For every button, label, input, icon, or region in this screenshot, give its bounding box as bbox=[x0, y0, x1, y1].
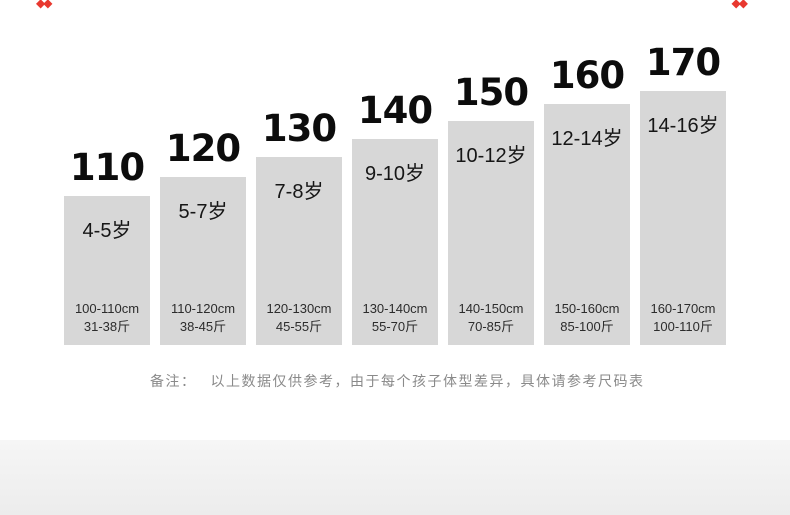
size-bar: 12-14岁 150-160cm 85-100斤 bbox=[544, 104, 630, 345]
size-column-170: 170 14-16岁 160-170cm 100-110斤 bbox=[640, 44, 726, 345]
size-bar: 10-12岁 140-150cm 70-85斤 bbox=[448, 121, 534, 345]
height-range-label: 140-150cm bbox=[458, 300, 524, 316]
bottom-gray-band bbox=[0, 440, 790, 515]
weight-range-label: 31-38斤 bbox=[83, 318, 131, 334]
weight-range-label: 85-100斤 bbox=[560, 318, 614, 334]
size-column-130: 130 7-8岁 120-130cm 45-55斤 bbox=[256, 110, 342, 345]
weight-range-label: 38-45斤 bbox=[179, 318, 227, 334]
age-range-label: 7-8岁 bbox=[274, 181, 324, 203]
size-bar: 9-10岁 130-140cm 55-70斤 bbox=[352, 139, 438, 345]
red-corner-mark-icon: ◆◆ bbox=[731, 0, 749, 10]
size-bar-chart: 110 4-5岁 100-110cm 31-38斤 120 5-7岁 110-1… bbox=[64, 0, 726, 345]
height-weight-range: 130-140cm 55-70斤 bbox=[352, 300, 438, 336]
height-range-label: 150-160cm bbox=[554, 300, 620, 316]
height-weight-range: 110-120cm 38-45斤 bbox=[160, 300, 246, 336]
age-range-label: 10-12岁 bbox=[455, 145, 527, 167]
weight-range-label: 55-70斤 bbox=[371, 318, 419, 334]
weight-range-label: 70-85斤 bbox=[467, 318, 515, 334]
size-bar: 4-5岁 100-110cm 31-38斤 bbox=[64, 196, 150, 345]
size-number: 150 bbox=[453, 71, 529, 114]
size-bar: 14-16岁 160-170cm 100-110斤 bbox=[640, 91, 726, 345]
height-weight-range: 100-110cm 31-38斤 bbox=[64, 300, 150, 336]
size-column-150: 150 10-12岁 140-150cm 70-85斤 bbox=[448, 74, 534, 345]
age-range-label: 14-16岁 bbox=[647, 115, 719, 137]
age-range-label: 12-14岁 bbox=[551, 128, 623, 150]
age-range-label: 9-10岁 bbox=[364, 163, 426, 185]
height-weight-range: 140-150cm 70-85斤 bbox=[448, 300, 534, 336]
footnote-label: 备注： bbox=[150, 373, 197, 389]
height-weight-range: 160-170cm 100-110斤 bbox=[640, 300, 726, 336]
footnote: 备注： 以上数据仅供参考，由于每个孩子体型差异，具体请参考尺码表 bbox=[150, 371, 645, 391]
height-range-label: 100-110cm bbox=[74, 300, 140, 316]
size-number: 120 bbox=[165, 127, 241, 170]
weight-range-label: 100-110斤 bbox=[653, 318, 713, 334]
weight-range-label: 45-55斤 bbox=[275, 318, 323, 334]
red-corner-mark-icon: ◆◆ bbox=[36, 0, 53, 10]
size-bar: 5-7岁 110-120cm 38-45斤 bbox=[160, 177, 246, 345]
age-range-label: 4-5岁 bbox=[82, 220, 132, 242]
size-column-120: 120 5-7岁 110-120cm 38-45斤 bbox=[160, 130, 246, 345]
size-number: 140 bbox=[357, 89, 433, 132]
size-bar: 7-8岁 120-130cm 45-55斤 bbox=[256, 157, 342, 345]
height-weight-range: 120-130cm 45-55斤 bbox=[256, 300, 342, 336]
size-column-140: 140 9-10岁 130-140cm 55-70斤 bbox=[352, 92, 438, 345]
footnote-text: 以上数据仅供参考，由于每个孩子体型差异，具体请参考尺码表 bbox=[210, 373, 645, 389]
height-range-label: 130-140cm bbox=[362, 300, 428, 316]
height-range-label: 160-170cm bbox=[650, 300, 716, 316]
size-number: 130 bbox=[261, 107, 337, 150]
height-range-label: 110-120cm bbox=[170, 300, 236, 316]
size-column-110: 110 4-5岁 100-110cm 31-38斤 bbox=[64, 149, 150, 345]
height-weight-range: 150-160cm 85-100斤 bbox=[544, 300, 630, 336]
age-range-label: 5-7岁 bbox=[178, 201, 228, 223]
size-number: 160 bbox=[549, 54, 625, 97]
height-range-label: 120-130cm bbox=[266, 300, 332, 316]
size-number: 170 bbox=[645, 41, 721, 84]
size-column-160: 160 12-14岁 150-160cm 85-100斤 bbox=[544, 57, 630, 345]
size-number: 110 bbox=[69, 146, 145, 189]
